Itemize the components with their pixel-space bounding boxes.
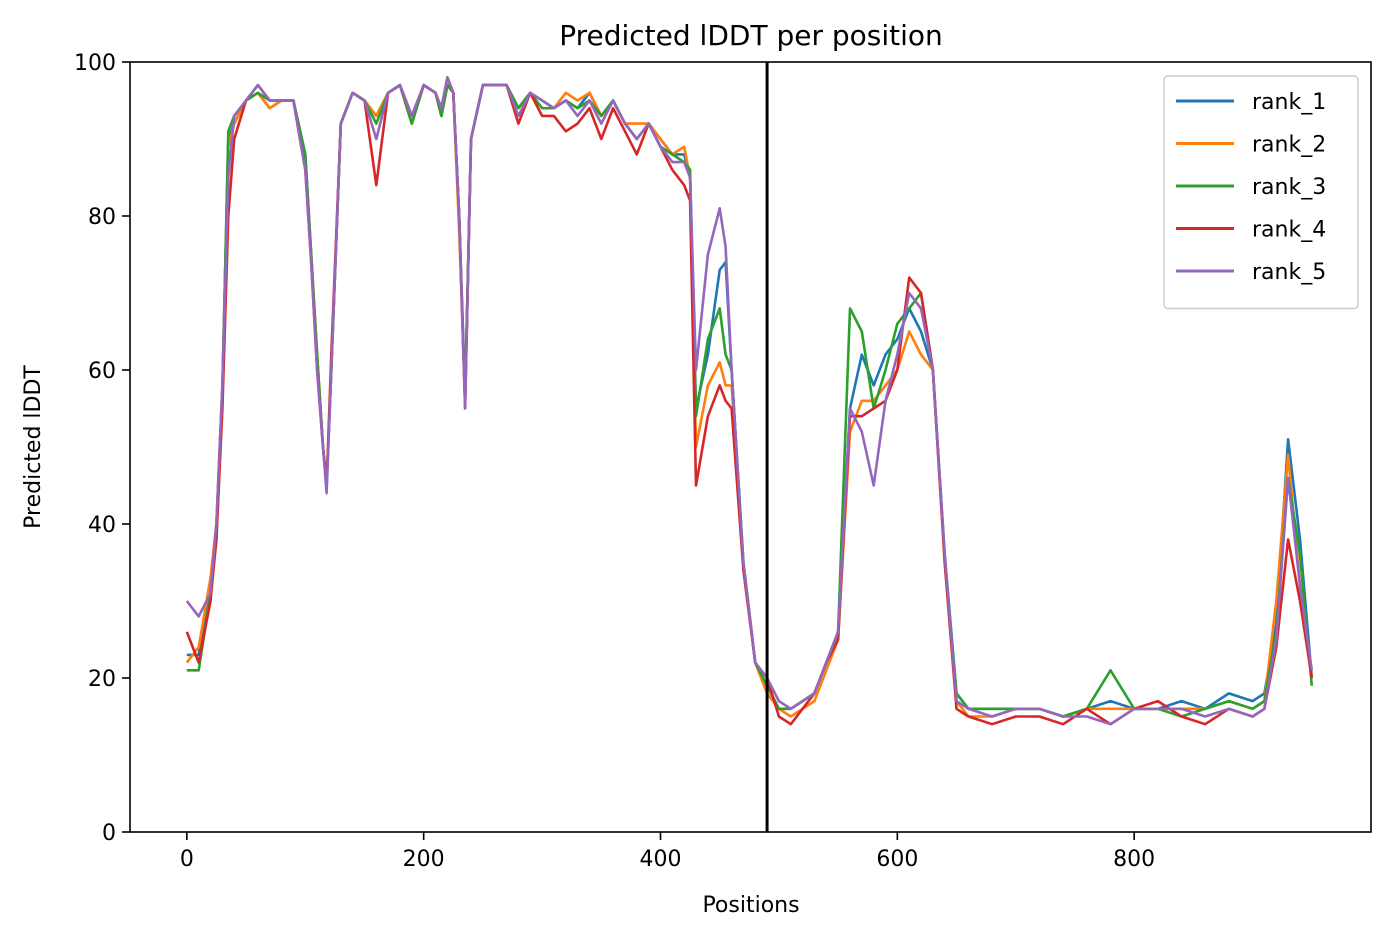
y-axis-label: Predicted lDDT [21, 365, 46, 529]
plot-area: 0 200 400 600 800 0 20 40 60 80 100 [74, 51, 1372, 872]
x-tick-label: 0 [180, 847, 194, 872]
x-axis-label: Positions [702, 893, 799, 918]
x-tick-label: 200 [403, 847, 445, 872]
series-line-rank-4 [185, 76, 1314, 726]
series-line-rank-5 [185, 76, 1314, 726]
x-tick-label: 800 [1113, 847, 1155, 872]
legend-label: rank_3 [1252, 175, 1326, 200]
y-tick-label: 80 [88, 205, 116, 230]
legend-label: rank_2 [1252, 133, 1326, 158]
series-group [185, 76, 1314, 726]
y-tick-label: 20 [88, 667, 116, 692]
legend-label: rank_4 [1252, 218, 1326, 243]
y-tick-label: 100 [74, 51, 116, 76]
legend-label: rank_1 [1252, 90, 1326, 115]
y-tick-label: 0 [102, 821, 116, 846]
legend: rank_1 rank_2 rank_3 rank_4 rank_5 [1163, 75, 1359, 310]
y-tick-label: 60 [88, 359, 116, 384]
axes-frame [129, 61, 1372, 833]
x-tick-label: 400 [640, 847, 682, 872]
legend-label: rank_5 [1252, 260, 1326, 285]
legend-box [1163, 75, 1359, 310]
y-tick-label: 40 [88, 513, 116, 538]
x-tick-label: 600 [876, 847, 918, 872]
chart-title: Predicted lDDT per position [559, 19, 943, 52]
